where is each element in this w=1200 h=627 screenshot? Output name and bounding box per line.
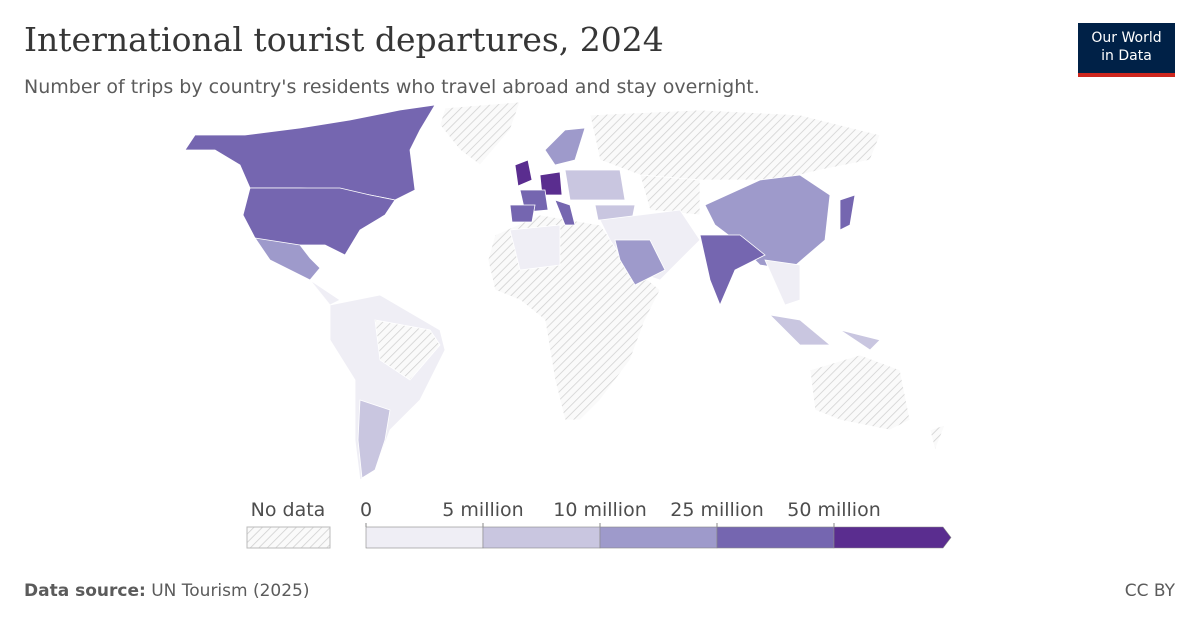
- map: No data 0 5 million 10 million 25 million 50…: [184, 101, 952, 549]
- country[interactable]: [439, 101, 521, 166]
- legend-bin: [365, 526, 484, 549]
- country[interactable]: [564, 169, 626, 201]
- source: Data source: UN Tourism (2025): [24, 581, 310, 601]
- title: International tourist departures, 2024: [24, 20, 664, 59]
- country[interactable]: [309, 279, 341, 306]
- legend-label: No data: [251, 499, 326, 521]
- country[interactable]: [514, 159, 533, 187]
- legend-bin: [833, 526, 952, 549]
- country[interactable]: [544, 127, 586, 166]
- country[interactable]: [509, 204, 536, 223]
- country[interactable]: [539, 171, 563, 196]
- country[interactable]: [809, 354, 911, 431]
- country[interactable]: [374, 319, 441, 381]
- country[interactable]: [764, 259, 801, 306]
- logo-line: in Data: [1101, 48, 1152, 64]
- source-text: UN Tourism (2025): [151, 581, 310, 601]
- legend-tick-label: 25 million: [670, 499, 764, 521]
- no-data-swatch: [246, 526, 331, 549]
- country[interactable]: [929, 424, 946, 452]
- legend-tick-label: 10 million: [553, 499, 647, 521]
- license: CC BY: [1124, 581, 1175, 601]
- country[interactable]: [704, 174, 831, 271]
- legend-tick-label: 50 million: [787, 499, 881, 521]
- country[interactable]: [768, 314, 832, 346]
- country[interactable]: [254, 237, 321, 281]
- country[interactable]: [554, 199, 576, 226]
- legend-bin: [599, 526, 718, 549]
- legend-tick-label: 5 million: [442, 499, 523, 521]
- country[interactable]: [589, 109, 881, 181]
- country[interactable]: [509, 224, 561, 271]
- legend-bin: [482, 526, 601, 549]
- country[interactable]: [639, 174, 701, 216]
- country[interactable]: [184, 104, 436, 201]
- logo-line: Our World: [1091, 30, 1162, 46]
- countries: [184, 101, 946, 481]
- country[interactable]: [839, 329, 881, 351]
- legend-bin: [716, 526, 835, 549]
- subtitle: Number of trips by country's residents w…: [24, 76, 760, 98]
- legend: No data 0 5 million 10 million 25 million 50…: [246, 499, 952, 549]
- country[interactable]: [839, 194, 856, 231]
- logo[interactable]: Our World in Data: [1078, 23, 1175, 77]
- country[interactable]: [699, 234, 766, 307]
- source-label: Data source:: [24, 581, 146, 601]
- country[interactable]: [357, 399, 391, 479]
- country[interactable]: [614, 239, 666, 286]
- legend-tick-label: 0: [360, 499, 372, 521]
